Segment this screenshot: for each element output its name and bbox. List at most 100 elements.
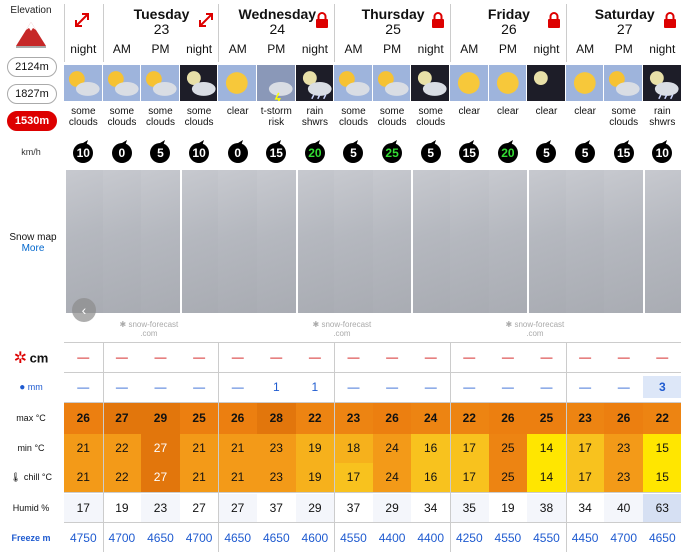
day-header[interactable]: Tuesday 23	[102, 4, 220, 62]
day-name: Tuesday	[133, 6, 190, 22]
moon-rain-icon	[295, 65, 334, 101]
wind-indicator: 15	[450, 140, 489, 166]
lock-icon[interactable]	[313, 11, 331, 29]
snow-map-thumbnail[interactable]	[257, 170, 296, 313]
snow-map-thumbnail[interactable]	[604, 170, 643, 313]
wind-arrow-icon	[575, 140, 596, 163]
lock-icon[interactable]	[545, 11, 563, 29]
snow-map-thumbnail[interactable]	[372, 170, 412, 313]
humidity-cell: 27	[218, 494, 257, 522]
max-temp-cell: 26	[64, 403, 103, 434]
day-header[interactable]	[64, 4, 104, 62]
weather-description: some clouds	[68, 106, 98, 128]
snow-map-thumbnail[interactable]	[102, 170, 142, 313]
snow-map-thumbnail[interactable]	[334, 170, 373, 313]
elevation-2124-button[interactable]: 2124m	[7, 57, 57, 77]
period-label: PM	[614, 42, 633, 56]
rain-row-label: ● mm	[19, 382, 43, 393]
chill-temp-cell: 17	[565, 463, 605, 492]
day-header[interactable]: Saturday 27	[565, 4, 681, 62]
snow-map-thumbnail[interactable]	[64, 170, 103, 313]
min-temp-cell: 23	[257, 434, 296, 463]
min-temp-cell: 24	[372, 434, 412, 463]
snow-map-thumbnail[interactable]	[527, 170, 566, 313]
min-temp-cell: 18	[334, 434, 373, 463]
humidity-cell: 63	[643, 494, 681, 522]
chill-temp-cell: 27	[141, 463, 180, 492]
rain-cell: —	[347, 380, 360, 394]
map-prev-arrow-icon[interactable]: ‹	[72, 298, 96, 322]
elevation-1827-button[interactable]: 1827m	[7, 84, 57, 104]
weather-description: t-storm risk	[260, 106, 292, 128]
wind-arrow-icon	[382, 140, 403, 163]
snow-map-thumbnail[interactable]	[565, 170, 605, 313]
expand-icon[interactable]	[73, 11, 91, 29]
elevation-1530-button[interactable]: 1530m	[7, 111, 57, 131]
column-divider	[102, 342, 104, 552]
snow-map-thumbnail[interactable]	[643, 170, 681, 313]
snow-cell: —	[617, 350, 630, 364]
rain-cell: —	[115, 380, 128, 394]
snow-cell: —	[308, 350, 321, 364]
chill-temp-cell: 22	[102, 463, 142, 492]
snow-map-thumbnail[interactable]	[141, 170, 180, 313]
humid-row-label: Humid %	[12, 503, 50, 513]
snow-cell: —	[540, 350, 553, 364]
more-link[interactable]: More	[21, 243, 45, 254]
expand-icon[interactable]	[197, 11, 215, 29]
rain-cell: —	[77, 380, 90, 394]
wind-speed: 10	[76, 146, 90, 160]
lock-icon[interactable]	[661, 11, 679, 29]
watermark-suffix: .com	[140, 329, 158, 338]
freeze-level-cell: 4750	[69, 531, 97, 545]
min-temp-cell: 21	[64, 434, 103, 463]
freeze-level-cell: 4650	[224, 531, 252, 545]
watermark-logo: ✱ snow-forecast .com	[296, 320, 389, 342]
wind-speed: 5	[350, 146, 357, 160]
rain-cell: —	[540, 380, 553, 394]
wind-arrow-icon	[73, 140, 94, 163]
snow-map-thumbnail[interactable]	[450, 170, 489, 313]
min-temp-cell: 21	[179, 434, 219, 463]
snow-map-thumbnail[interactable]	[179, 170, 219, 313]
rain-cell: —	[386, 380, 399, 394]
freeze-row-label: Freeze m	[11, 533, 51, 543]
day-header[interactable]: Friday 26	[450, 4, 567, 62]
day-header[interactable]: Thursday 25	[334, 4, 451, 62]
wind-arrow-icon	[536, 140, 557, 163]
wind-arrow-icon	[459, 140, 480, 163]
period-label: night	[649, 42, 676, 56]
min-temp-cell: 17	[565, 434, 605, 463]
snow-map-thumbnail[interactable]	[218, 170, 257, 313]
chill-temp-cell: 16	[411, 463, 450, 492]
wind-arrow-icon	[266, 140, 287, 163]
wind-speed: 0	[234, 146, 242, 160]
max-temp-cell: 25	[527, 403, 566, 434]
rain-cell: 1	[311, 380, 319, 394]
weather-description: some clouds	[107, 106, 137, 128]
weather-description: some clouds	[184, 106, 214, 128]
wind-indicator: 0	[103, 140, 142, 166]
column-divider	[450, 342, 451, 552]
chill-temp-cell: 19	[295, 463, 335, 492]
weather-description: clear	[458, 106, 481, 117]
rain-cell: —	[424, 380, 437, 394]
wind-arrow-icon	[304, 140, 325, 163]
period-label: AM	[228, 42, 247, 56]
moon-rain-icon	[643, 65, 681, 101]
humidity-cell: 23	[141, 494, 180, 522]
snow-map-thumbnail[interactable]	[488, 170, 528, 313]
row-divider	[64, 402, 681, 403]
lock-icon[interactable]	[429, 11, 447, 29]
freeze-level-cell: 4250	[455, 531, 483, 545]
min-temp-cell: 16	[411, 434, 450, 463]
day-number: 23	[153, 21, 170, 37]
snow-map-thumbnail[interactable]	[295, 170, 335, 313]
min-temp-cell: 15	[643, 434, 681, 463]
period-label: night	[533, 42, 560, 56]
period-label: AM	[576, 42, 595, 56]
humidity-cell: 29	[295, 494, 335, 522]
snow-map-thumbnail[interactable]	[411, 170, 450, 313]
day-header[interactable]: Wednesday 24	[218, 4, 336, 62]
rain-cell: —	[193, 380, 206, 394]
